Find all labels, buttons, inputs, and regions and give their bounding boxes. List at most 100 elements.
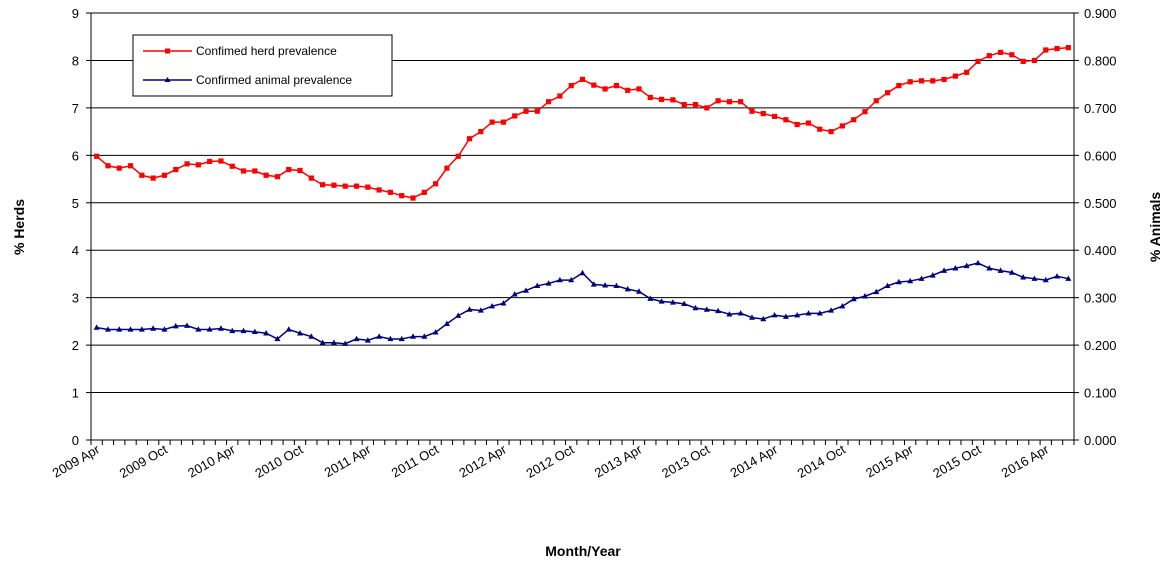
animal-point xyxy=(681,300,688,307)
y-axis-right-title: % Animals xyxy=(1147,192,1163,262)
herd-point xyxy=(365,184,371,190)
herd-point xyxy=(387,189,394,195)
left-tick-label: 0 xyxy=(72,433,79,448)
herd-point xyxy=(557,93,563,99)
herd-point xyxy=(997,49,1004,55)
animal-point xyxy=(726,311,733,317)
plot-area xyxy=(90,12,1075,441)
animal-point xyxy=(150,325,157,331)
herd-point xyxy=(738,99,744,105)
herd-point xyxy=(896,82,902,89)
left-tick-label: 1 xyxy=(72,386,79,401)
animal-point xyxy=(376,333,383,339)
herd-point xyxy=(376,187,382,193)
animal-point xyxy=(308,333,315,339)
herd-point xyxy=(930,78,936,84)
animal-point xyxy=(364,337,371,343)
animal-point xyxy=(816,310,823,316)
x-tick-label: 2014 Apr xyxy=(728,441,781,480)
right-tick-label: 0.200 xyxy=(1084,338,1117,353)
left-tick-label: 2 xyxy=(72,338,79,353)
animal-point xyxy=(568,276,575,283)
animal-point xyxy=(387,335,394,342)
left-tick-label: 6 xyxy=(72,148,79,163)
herd-point xyxy=(591,82,597,88)
herd-point xyxy=(1043,47,1049,53)
animal-point xyxy=(263,330,270,336)
herd-point xyxy=(704,105,710,111)
herd-point xyxy=(489,119,495,125)
x-tick-label: 2009 Oct xyxy=(117,441,171,481)
animal-point xyxy=(1054,273,1061,279)
legend-herd-marker xyxy=(165,48,170,54)
herd-point xyxy=(455,153,461,159)
herd-point xyxy=(647,94,653,101)
animal-point xyxy=(455,312,462,318)
herd-point xyxy=(534,108,540,114)
herd-point xyxy=(692,101,699,108)
animal-point xyxy=(545,280,552,286)
animal-point xyxy=(285,326,292,332)
animal-point xyxy=(839,303,846,309)
herd-point xyxy=(873,98,879,104)
animal-point xyxy=(319,339,326,345)
herd-point xyxy=(579,76,586,83)
animal-point xyxy=(963,262,970,269)
animal-point xyxy=(986,265,993,271)
herd-point xyxy=(1020,58,1026,64)
herd-point xyxy=(274,174,281,180)
herd-point xyxy=(658,96,665,102)
animal-point xyxy=(421,333,428,339)
herd-point xyxy=(161,172,168,178)
herd-point xyxy=(399,193,405,199)
animal-point xyxy=(172,322,179,329)
herd-point xyxy=(907,79,913,85)
herd-point xyxy=(851,117,857,123)
herd-point xyxy=(195,162,201,168)
herd-point xyxy=(964,69,970,75)
herd-point xyxy=(105,163,111,169)
animal-point xyxy=(93,324,100,330)
x-axis-title: Month/Year xyxy=(545,543,621,559)
animal-point xyxy=(658,298,665,304)
left-tick-label: 7 xyxy=(72,101,79,116)
animal-point xyxy=(895,278,902,285)
right-tick-label: 0.500 xyxy=(1084,196,1117,211)
herd-point xyxy=(444,165,450,171)
animal-point xyxy=(828,307,835,313)
animal-point xyxy=(941,267,948,273)
animal-point xyxy=(635,288,642,294)
herd-point xyxy=(433,181,439,187)
animal-point xyxy=(760,315,767,322)
herd-point xyxy=(523,108,529,114)
animal-point xyxy=(602,282,609,288)
plot-frame xyxy=(90,12,1075,441)
animal-point xyxy=(217,325,224,331)
animal-point xyxy=(466,306,473,312)
herd-point xyxy=(636,86,642,92)
animal-point xyxy=(647,295,654,301)
herd-point xyxy=(320,182,326,188)
herd-point xyxy=(173,166,179,173)
animal-point xyxy=(127,326,134,332)
herd-point xyxy=(568,82,574,89)
animal-point xyxy=(873,288,880,295)
animal-point xyxy=(410,333,417,339)
animal-point xyxy=(929,272,936,278)
legend: Confimed herd prevalence Confirmed anima… xyxy=(132,34,393,97)
x-tick-label: 2010 Apr xyxy=(185,441,238,480)
legend-herd-label: Confimed herd prevalence xyxy=(196,44,337,58)
x-tick-label: 2012 Apr xyxy=(456,441,509,480)
gridlines xyxy=(91,59,1074,394)
herd-point xyxy=(150,175,156,181)
right-tick-label: 0.700 xyxy=(1084,101,1117,116)
right-axis: 0.000 0.100 0.200 0.300 0.400 0.500 0.600 0.700… xyxy=(1074,6,1117,448)
animal-point xyxy=(116,326,123,332)
animal-point xyxy=(534,282,541,289)
herd-point xyxy=(783,117,789,123)
herd-point xyxy=(331,182,337,188)
animal-point xyxy=(511,291,518,297)
animal-point xyxy=(274,335,281,342)
animal-point xyxy=(342,340,349,346)
herd-point xyxy=(184,161,190,167)
